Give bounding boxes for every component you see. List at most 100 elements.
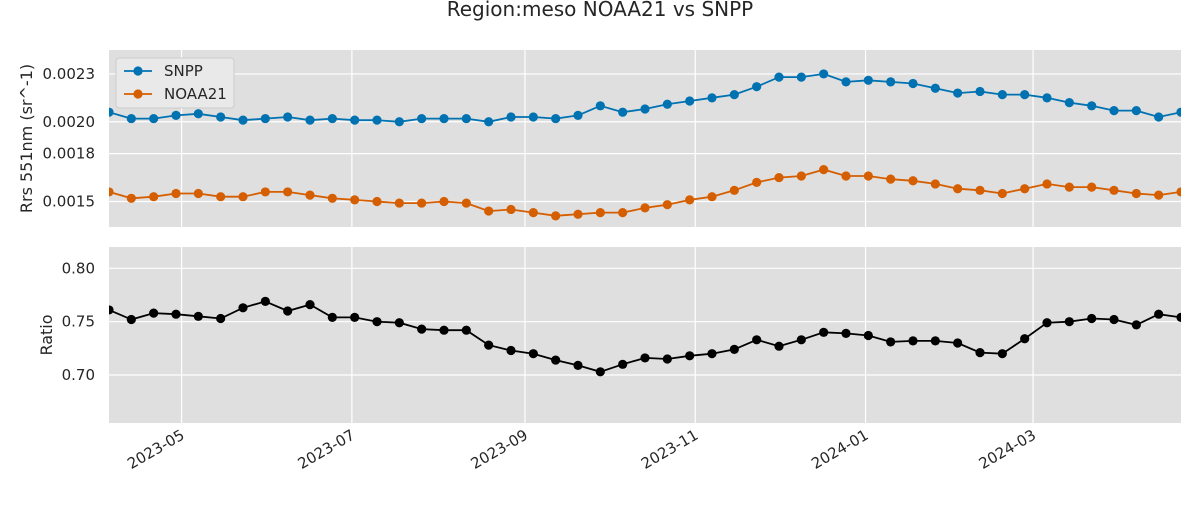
data-point-ratio [1064,317,1074,327]
data-point-snpp [1087,101,1097,111]
data-point-ratio [975,348,985,358]
legend-marker-noaa21 [133,89,143,99]
data-point-ratio [997,349,1007,359]
data-point-ratio [372,317,382,327]
y-tick-label: 0.0018 [43,145,96,163]
data-point-snpp [171,110,181,120]
data-point-snpp [439,113,449,124]
data-point-noaa21 [752,177,762,187]
data-point-snpp [238,115,248,125]
legend: SNPP NOAA21 [115,57,235,109]
data-point-ratio [461,325,471,335]
data-point-noaa21 [1042,179,1052,189]
data-point-snpp [841,77,851,87]
data-point-ratio [752,335,762,345]
x-tick-label: 2024-03 [976,426,1039,473]
data-point-noaa21 [1064,182,1074,192]
data-point-snpp [908,78,918,89]
data-point-noaa21 [573,209,583,219]
data-point-ratio [1176,312,1181,322]
x-tick-label: 2023-07 [295,426,358,473]
data-point-snpp [1109,105,1119,116]
data-point-noaa21 [841,171,851,181]
data-point-noaa21 [1020,184,1030,194]
data-point-noaa21 [707,192,717,202]
data-point-snpp [1020,90,1030,100]
data-point-noaa21 [930,179,940,189]
data-point-noaa21 [149,192,159,202]
data-point-snpp [796,72,806,82]
data-point-noaa21 [417,198,427,208]
data-point-snpp [149,113,159,124]
data-point-ratio [283,306,293,316]
data-point-ratio [1020,334,1030,344]
data-point-snpp [417,113,427,124]
chart-title: Region:meso NOAA21 vs SNPP [447,0,753,21]
data-point-noaa21 [1176,187,1181,197]
series-group [109,69,1181,221]
data-point-ratio [1154,309,1164,319]
data-point-snpp [573,110,583,120]
data-point-noaa21 [662,200,672,210]
data-point-ratio [841,328,851,338]
data-point-ratio [1042,318,1052,328]
data-point-noaa21 [109,187,114,197]
data-point-ratio [417,324,427,334]
y-axis-label: Rrs 551nm (sr^-1) [17,64,36,213]
data-point-snpp [1042,93,1052,103]
y-axis-label: Ratio [37,314,56,355]
data-point-noaa21 [528,208,538,218]
data-point-snpp [953,88,963,98]
data-point-noaa21 [439,196,449,207]
data-point-snpp [394,117,404,127]
data-point-noaa21 [886,174,896,184]
plot-background [109,50,1181,227]
data-point-snpp [1064,98,1074,108]
data-point-snpp [551,113,561,124]
data-point-ratio [908,336,918,346]
y-tick-label: 0.75 [62,313,95,331]
data-point-ratio [551,355,561,365]
data-point-noaa21 [595,208,605,218]
data-point-noaa21 [1131,188,1141,199]
data-point-noaa21 [484,206,494,216]
data-point-ratio [685,351,695,361]
data-point-snpp [997,90,1007,100]
data-point-snpp [729,90,739,100]
data-point-noaa21 [774,172,784,183]
data-point-snpp [461,113,471,124]
data-point-ratio [573,360,583,370]
data-point-snpp [685,96,695,106]
data-point-ratio [953,338,963,348]
data-point-noaa21 [283,187,293,197]
data-point-snpp [1154,112,1164,122]
data-point-ratio [506,345,516,356]
series-group [109,296,1181,377]
x-tick-label: 2023-09 [468,426,531,473]
data-point-snpp [1131,105,1141,116]
data-point-ratio [193,311,203,321]
data-point-snpp [327,113,337,124]
data-point-ratio [238,303,248,313]
data-point-ratio [774,341,784,351]
data-point-noaa21 [1154,190,1164,200]
data-point-noaa21 [997,188,1007,199]
data-point-ratio [1131,320,1141,330]
x-tick-label: 2023-05 [124,426,187,473]
data-point-ratio [1109,314,1119,325]
data-point-snpp [1176,107,1181,117]
data-point-snpp [930,83,940,93]
data-point-noaa21 [193,188,203,199]
data-point-ratio [126,314,136,325]
data-point-noaa21 [1109,185,1119,195]
data-point-snpp [975,86,985,97]
data-point-snpp [126,113,136,124]
data-point-noaa21 [506,204,516,215]
legend-label-snpp: SNPP [164,62,203,80]
data-point-ratio [528,349,538,359]
data-point-ratio [640,353,650,363]
y-tick-label: 0.0015 [43,192,96,210]
data-point-snpp [819,69,829,79]
data-point-ratio [109,305,114,315]
